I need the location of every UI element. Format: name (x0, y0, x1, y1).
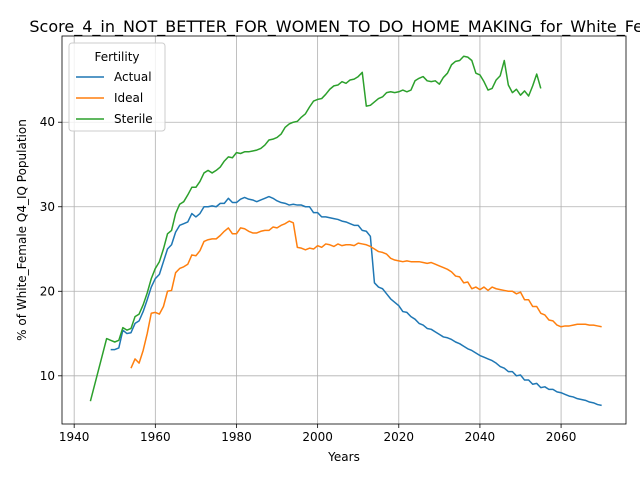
x-tick-label: 1940 (59, 430, 90, 444)
series-lines (89, 55, 602, 407)
legend-items: Actual Ideal Sterile (76, 70, 153, 126)
x-axis-label: Years (327, 450, 360, 464)
chart-title: Score_4_in_NOT_BETTER_FOR_WOMEN_TO_DO_HO… (29, 17, 640, 37)
x-axis-ticks: 1940 1960 1980 2000 2020 2040 2060 (59, 424, 576, 444)
legend-label-actual: Actual (114, 70, 152, 84)
legend-label-sterile: Sterile (114, 112, 153, 126)
x-tick-label: 2060 (546, 430, 577, 444)
gridlines (62, 36, 626, 424)
series-line-sterile (89, 55, 542, 402)
x-tick-label: 2040 (465, 430, 496, 444)
y-tick-label: 10 (40, 369, 55, 383)
y-axis-label: % of White_Female Q4_IQ Population (15, 119, 29, 341)
y-axis-ticks: 10 20 30 40 (40, 115, 62, 383)
x-tick-label: 1960 (140, 430, 171, 444)
x-tick-label: 2000 (302, 430, 333, 444)
x-tick-label: 2020 (384, 430, 415, 444)
y-tick-label: 20 (40, 284, 55, 298)
series-line-actual (110, 195, 602, 407)
legend-title: Fertility (94, 50, 139, 64)
legend: Fertility Actual Ideal Sterile (68, 42, 166, 132)
legend-label-ideal: Ideal (114, 91, 143, 105)
legend-box (68, 42, 166, 132)
y-tick-label: 40 (40, 115, 55, 129)
y-tick-label: 30 (40, 200, 55, 214)
x-tick-label: 1980 (221, 430, 252, 444)
plot-frame (61, 35, 627, 425)
series-line-ideal (130, 220, 602, 369)
